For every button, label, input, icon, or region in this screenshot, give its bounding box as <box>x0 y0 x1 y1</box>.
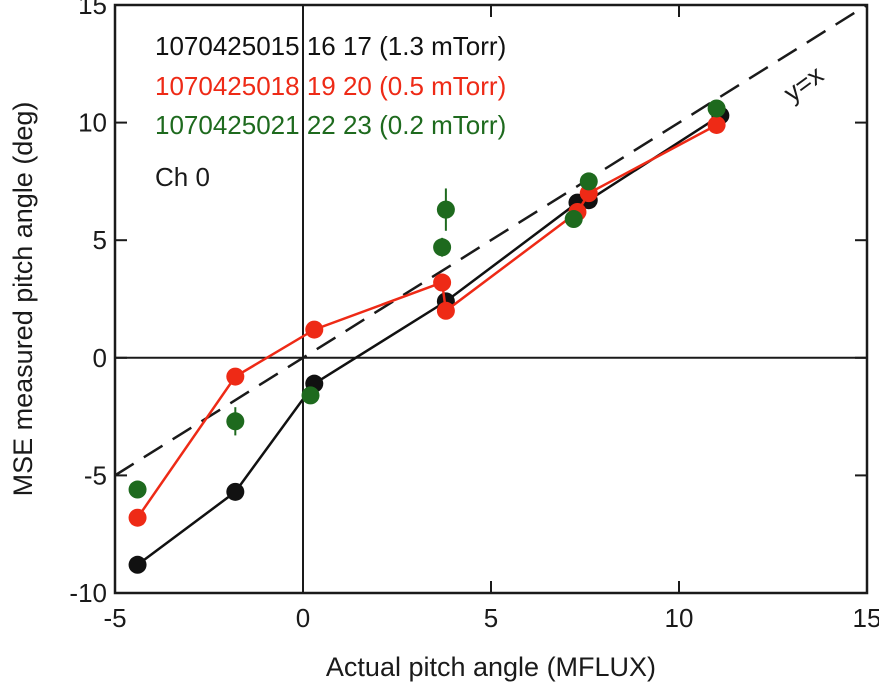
series-1 <box>128 106 730 574</box>
x-tick-label: 0 <box>296 603 310 633</box>
y-tick-label: 5 <box>93 225 107 255</box>
y-axis-title: MSE measured pitch angle (deg) <box>8 102 38 497</box>
y-tick-label: 0 <box>93 343 107 373</box>
x-tick-label: 5 <box>484 603 498 633</box>
series-2-line <box>136 123 718 519</box>
data-point <box>433 238 452 257</box>
channel-label: Ch 0 <box>155 162 210 192</box>
data-point <box>305 320 324 339</box>
legend-entry-3: 1070425021 22 23 (0.2 mTorr) <box>155 110 506 140</box>
series-3 <box>128 99 726 499</box>
legend-entry-1: 1070425015 16 17 (1.3 mTorr) <box>155 31 506 61</box>
x-tick-label: 10 <box>665 603 694 633</box>
data-point <box>436 200 455 219</box>
data-point <box>128 480 147 499</box>
data-point <box>436 301 455 320</box>
series-2 <box>128 115 726 527</box>
data-point <box>128 555 147 574</box>
data-point <box>226 482 245 501</box>
y-tick-label: -10 <box>69 578 107 608</box>
identity-line <box>115 5 867 477</box>
y-tick-label: -5 <box>84 460 107 490</box>
data-point <box>128 508 147 527</box>
legend-entry-2: 1070425018 19 20 (0.5 mTorr) <box>155 71 506 101</box>
data-point <box>226 412 245 431</box>
data-point <box>707 115 726 134</box>
series-layer <box>128 99 730 574</box>
data-point <box>301 386 320 405</box>
x-tick-label: 15 <box>853 603 879 633</box>
reference-lines <box>115 5 867 593</box>
data-point <box>564 210 583 229</box>
data-point <box>579 172 598 191</box>
data-point <box>433 273 452 292</box>
x-axis-title: Actual pitch angle (MFLUX) <box>326 652 656 682</box>
series-1-line <box>136 114 722 566</box>
data-point <box>226 367 245 386</box>
y-tick-label: 15 <box>78 0 107 20</box>
data-point <box>707 99 726 118</box>
y-tick-label: 10 <box>78 108 107 138</box>
x-tick-label: -5 <box>103 603 126 633</box>
identity-line-label: y=x <box>778 59 829 107</box>
